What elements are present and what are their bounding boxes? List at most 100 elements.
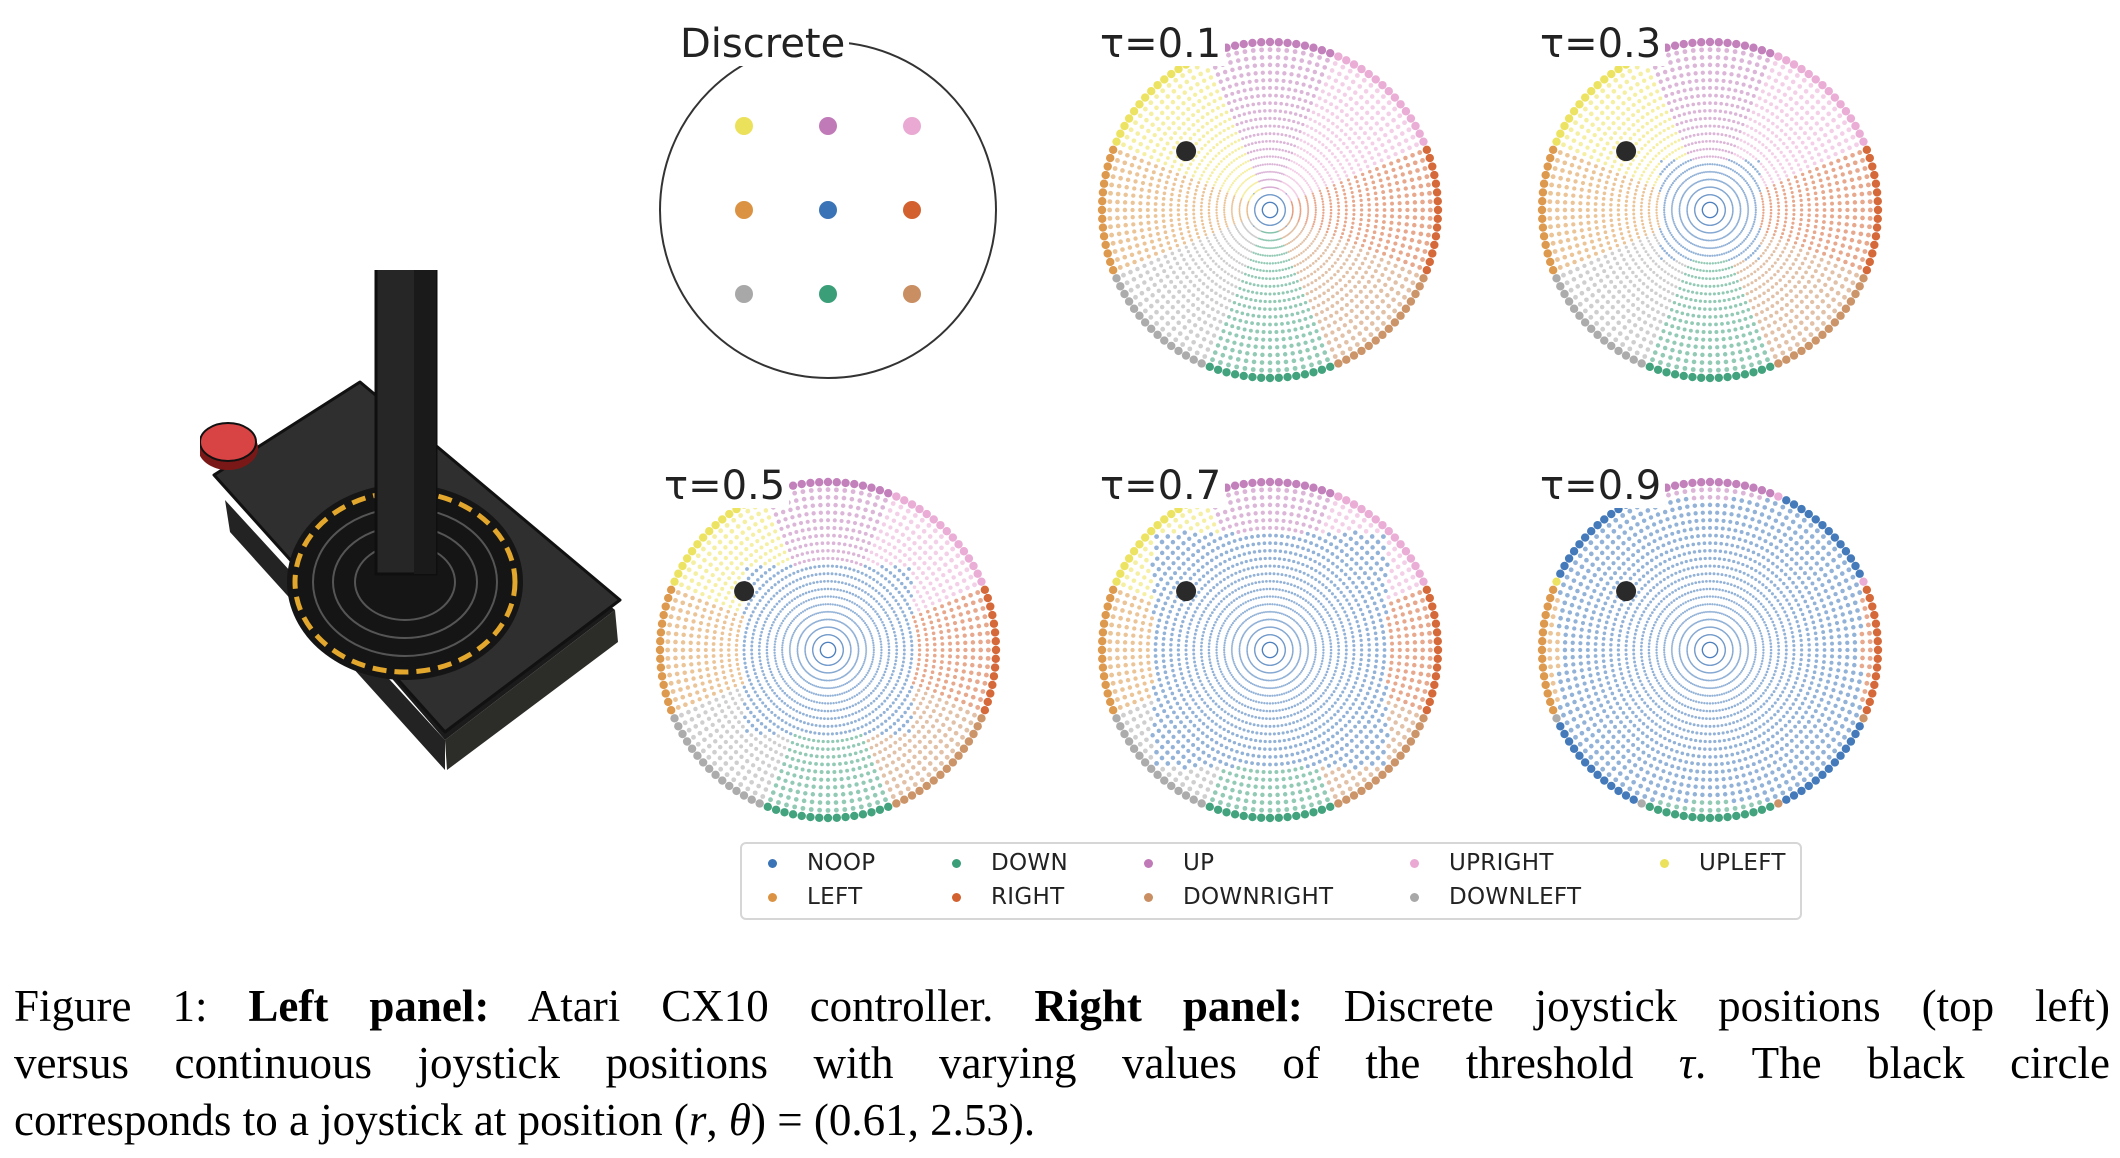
panel-tau-0-1-point-right bbox=[1381, 190, 1386, 194]
panel-tau-0-3-point-upright bbox=[1800, 140, 1805, 145]
panel-tau-0-3-point-left bbox=[1647, 211, 1651, 215]
panel-tau-0-3-point-noop bbox=[1722, 244, 1725, 247]
panel-tau-0-3-point-up bbox=[1751, 93, 1756, 98]
panel-tau-0-3-point-downright bbox=[1814, 326, 1820, 332]
panel-tau-0-3-point-up bbox=[1672, 115, 1677, 120]
panel-tau-0-1-point-upleft bbox=[1230, 133, 1234, 137]
panel-tau-0-3-point-upright bbox=[1813, 146, 1818, 151]
panel-tau-0-3-point-down bbox=[1669, 307, 1674, 312]
panel-tau-0-3-point-downleft bbox=[1645, 330, 1650, 335]
panel-tau-0-3-point-upleft bbox=[1615, 140, 1620, 145]
panel-tau-0-3-point-noop bbox=[1754, 167, 1757, 171]
panel-tau-0-3-point-right bbox=[1768, 196, 1772, 199]
panel-tau-0-1-point-up bbox=[1278, 172, 1281, 175]
panel-tau-0-3-point-upright bbox=[1839, 131, 1845, 136]
panel-tau-0-1-point-downleft bbox=[1243, 247, 1247, 250]
panel-tau-0-1-point-down bbox=[1278, 269, 1281, 272]
panel-tau-0-1-point-up bbox=[1310, 77, 1315, 82]
panel-tau-0-1-point-right bbox=[1382, 220, 1386, 224]
panel-tau-0-3-point-down bbox=[1728, 282, 1732, 286]
panel-tau-0-1-point-left bbox=[1133, 179, 1138, 184]
panel-tau-0-3-point-up bbox=[1724, 149, 1728, 153]
panel-tau-0-1-point-right bbox=[1369, 241, 1374, 245]
panel-tau-0-3-point-right bbox=[1762, 208, 1765, 212]
panel-tau-0-3-point-down bbox=[1715, 345, 1720, 350]
panel-tau-0-1-point-down bbox=[1280, 253, 1283, 256]
panel-tau-0-1-point-left bbox=[1230, 208, 1233, 212]
panel-tau-0-3-point-down bbox=[1725, 259, 1728, 263]
panel-tau-0-1-point-left bbox=[1208, 218, 1211, 221]
panel-tau-0-1-point-downleft bbox=[1214, 291, 1218, 295]
panel-tau-0-1-point-up bbox=[1254, 117, 1258, 122]
panel-tau-0-3-point-upleft bbox=[1655, 178, 1659, 181]
panel-tau-0-1-point-upright bbox=[1299, 138, 1303, 142]
panel-tau-0-1-point-upright bbox=[1320, 106, 1324, 110]
panel-tau-0-3-point-upright bbox=[1788, 149, 1793, 154]
panel-tau-0-3-point-up bbox=[1670, 67, 1675, 73]
panel-tau-0-3-point-noop bbox=[1735, 255, 1738, 258]
panel-tau-0-1-point-down bbox=[1244, 281, 1248, 285]
panel-tau-0-1-point-down bbox=[1205, 362, 1214, 372]
panel-tau-0-1-point-up bbox=[1227, 84, 1232, 89]
panel-tau-0-3-point-up bbox=[1747, 60, 1752, 65]
panel-tau-0-1-point-downright bbox=[1340, 297, 1344, 301]
panel-tau-0-3-point-down bbox=[1662, 368, 1671, 377]
panel-tau-0-3-point-upright bbox=[1846, 114, 1856, 123]
panel-tau-0-1-point-right bbox=[1425, 257, 1434, 267]
panel-tau-0-1-point-upright bbox=[1295, 193, 1298, 196]
panel-tau-0-3-point-noop bbox=[1706, 247, 1710, 250]
panel-tau-0-1-point-upright bbox=[1323, 82, 1329, 87]
panel-tau-0-1-point-down bbox=[1275, 238, 1278, 241]
panel-tau-0-1-point-right bbox=[1335, 222, 1339, 226]
panel-tau-0-3-point-noop bbox=[1710, 247, 1714, 250]
panel-tau-0-1-point-down bbox=[1284, 267, 1288, 271]
panel-tau-0-3-point-downleft bbox=[1628, 279, 1633, 284]
panel-tau-0-3-point-downleft bbox=[1662, 278, 1666, 282]
panel-tau-0-1-point-downright bbox=[1351, 262, 1355, 266]
panel-tau-0-3-point-down bbox=[1685, 351, 1690, 356]
panel-tau-0-1-point-downright bbox=[1347, 254, 1351, 258]
panel-tau-0-1-point-upright bbox=[1334, 52, 1343, 61]
panel-tau-0-1-point-downleft bbox=[1129, 304, 1139, 313]
panel-tau-0-3-point-downleft bbox=[1642, 246, 1646, 250]
panel-tau-0-3-point-left bbox=[1622, 241, 1627, 245]
panel-tau-0-1-point-down bbox=[1275, 367, 1281, 373]
panel-tau-0-1-point-upleft bbox=[1241, 196, 1244, 199]
panel-tau-0-3-point-down bbox=[1754, 352, 1760, 358]
panel-tau-0-3-point-upright bbox=[1787, 68, 1793, 74]
panel-tau-0-3-point-up bbox=[1694, 157, 1698, 160]
panel-tau-0-3-point-upright bbox=[1803, 88, 1809, 94]
panel-tau-0-1-point-down bbox=[1228, 355, 1233, 360]
panel-tau-0-1-point-upright bbox=[1307, 161, 1310, 164]
panel-tau-0-1-point-upleft bbox=[1159, 152, 1164, 157]
panel-tau-0-1-point-up bbox=[1264, 170, 1268, 174]
panel-tau-0-1-point-downleft bbox=[1232, 258, 1236, 261]
panel-tau-0-1-point-right bbox=[1367, 246, 1372, 251]
panel-tau-0-1-point-upright bbox=[1349, 117, 1354, 122]
panel-tau-0-3-point-downleft bbox=[1631, 242, 1635, 246]
panel-tau-0-3-point-down bbox=[1708, 277, 1712, 281]
panel-tau-0-1-point-down bbox=[1317, 365, 1327, 374]
panel-tau-0-3-point-downright bbox=[1750, 272, 1754, 276]
panel-tau-0-3-point-up bbox=[1730, 103, 1735, 108]
panel-tau-0-3-point-left bbox=[1586, 161, 1591, 166]
panel-tau-0-1-point-upleft bbox=[1175, 105, 1181, 111]
panel-tau-0-1-point-down bbox=[1281, 291, 1285, 295]
panel-tau-0-3-point-noop bbox=[1674, 193, 1677, 196]
panel-tau-0-3-point-down bbox=[1645, 362, 1654, 372]
panel-tau-0-1-point-left bbox=[1226, 225, 1229, 228]
panel-tau-0-1-point-downright bbox=[1318, 285, 1322, 289]
panel-tau-0-3-point-downright bbox=[1760, 310, 1764, 314]
panel-tau-0-3-point-upleft bbox=[1560, 121, 1569, 131]
panel-tau-0-1-point-downleft bbox=[1179, 280, 1183, 284]
panel-tau-0-1-point-up bbox=[1268, 109, 1272, 113]
panel-tau-0-3-point-right bbox=[1786, 178, 1790, 182]
panel-tau-0-1-point-down bbox=[1264, 292, 1268, 296]
panel-tau-0-1-point-downright bbox=[1369, 321, 1375, 326]
panel-tau-0-3-point-upright bbox=[1778, 138, 1782, 142]
panel-tau-0-3-point-downleft bbox=[1627, 289, 1631, 293]
panel-tau-0-3-point-down bbox=[1695, 291, 1699, 295]
panel-tau-0-3-point-downleft bbox=[1627, 346, 1633, 352]
panel-tau-0-1-point-downleft bbox=[1200, 269, 1204, 273]
panel-tau-0-1-point-downright bbox=[1368, 289, 1373, 294]
